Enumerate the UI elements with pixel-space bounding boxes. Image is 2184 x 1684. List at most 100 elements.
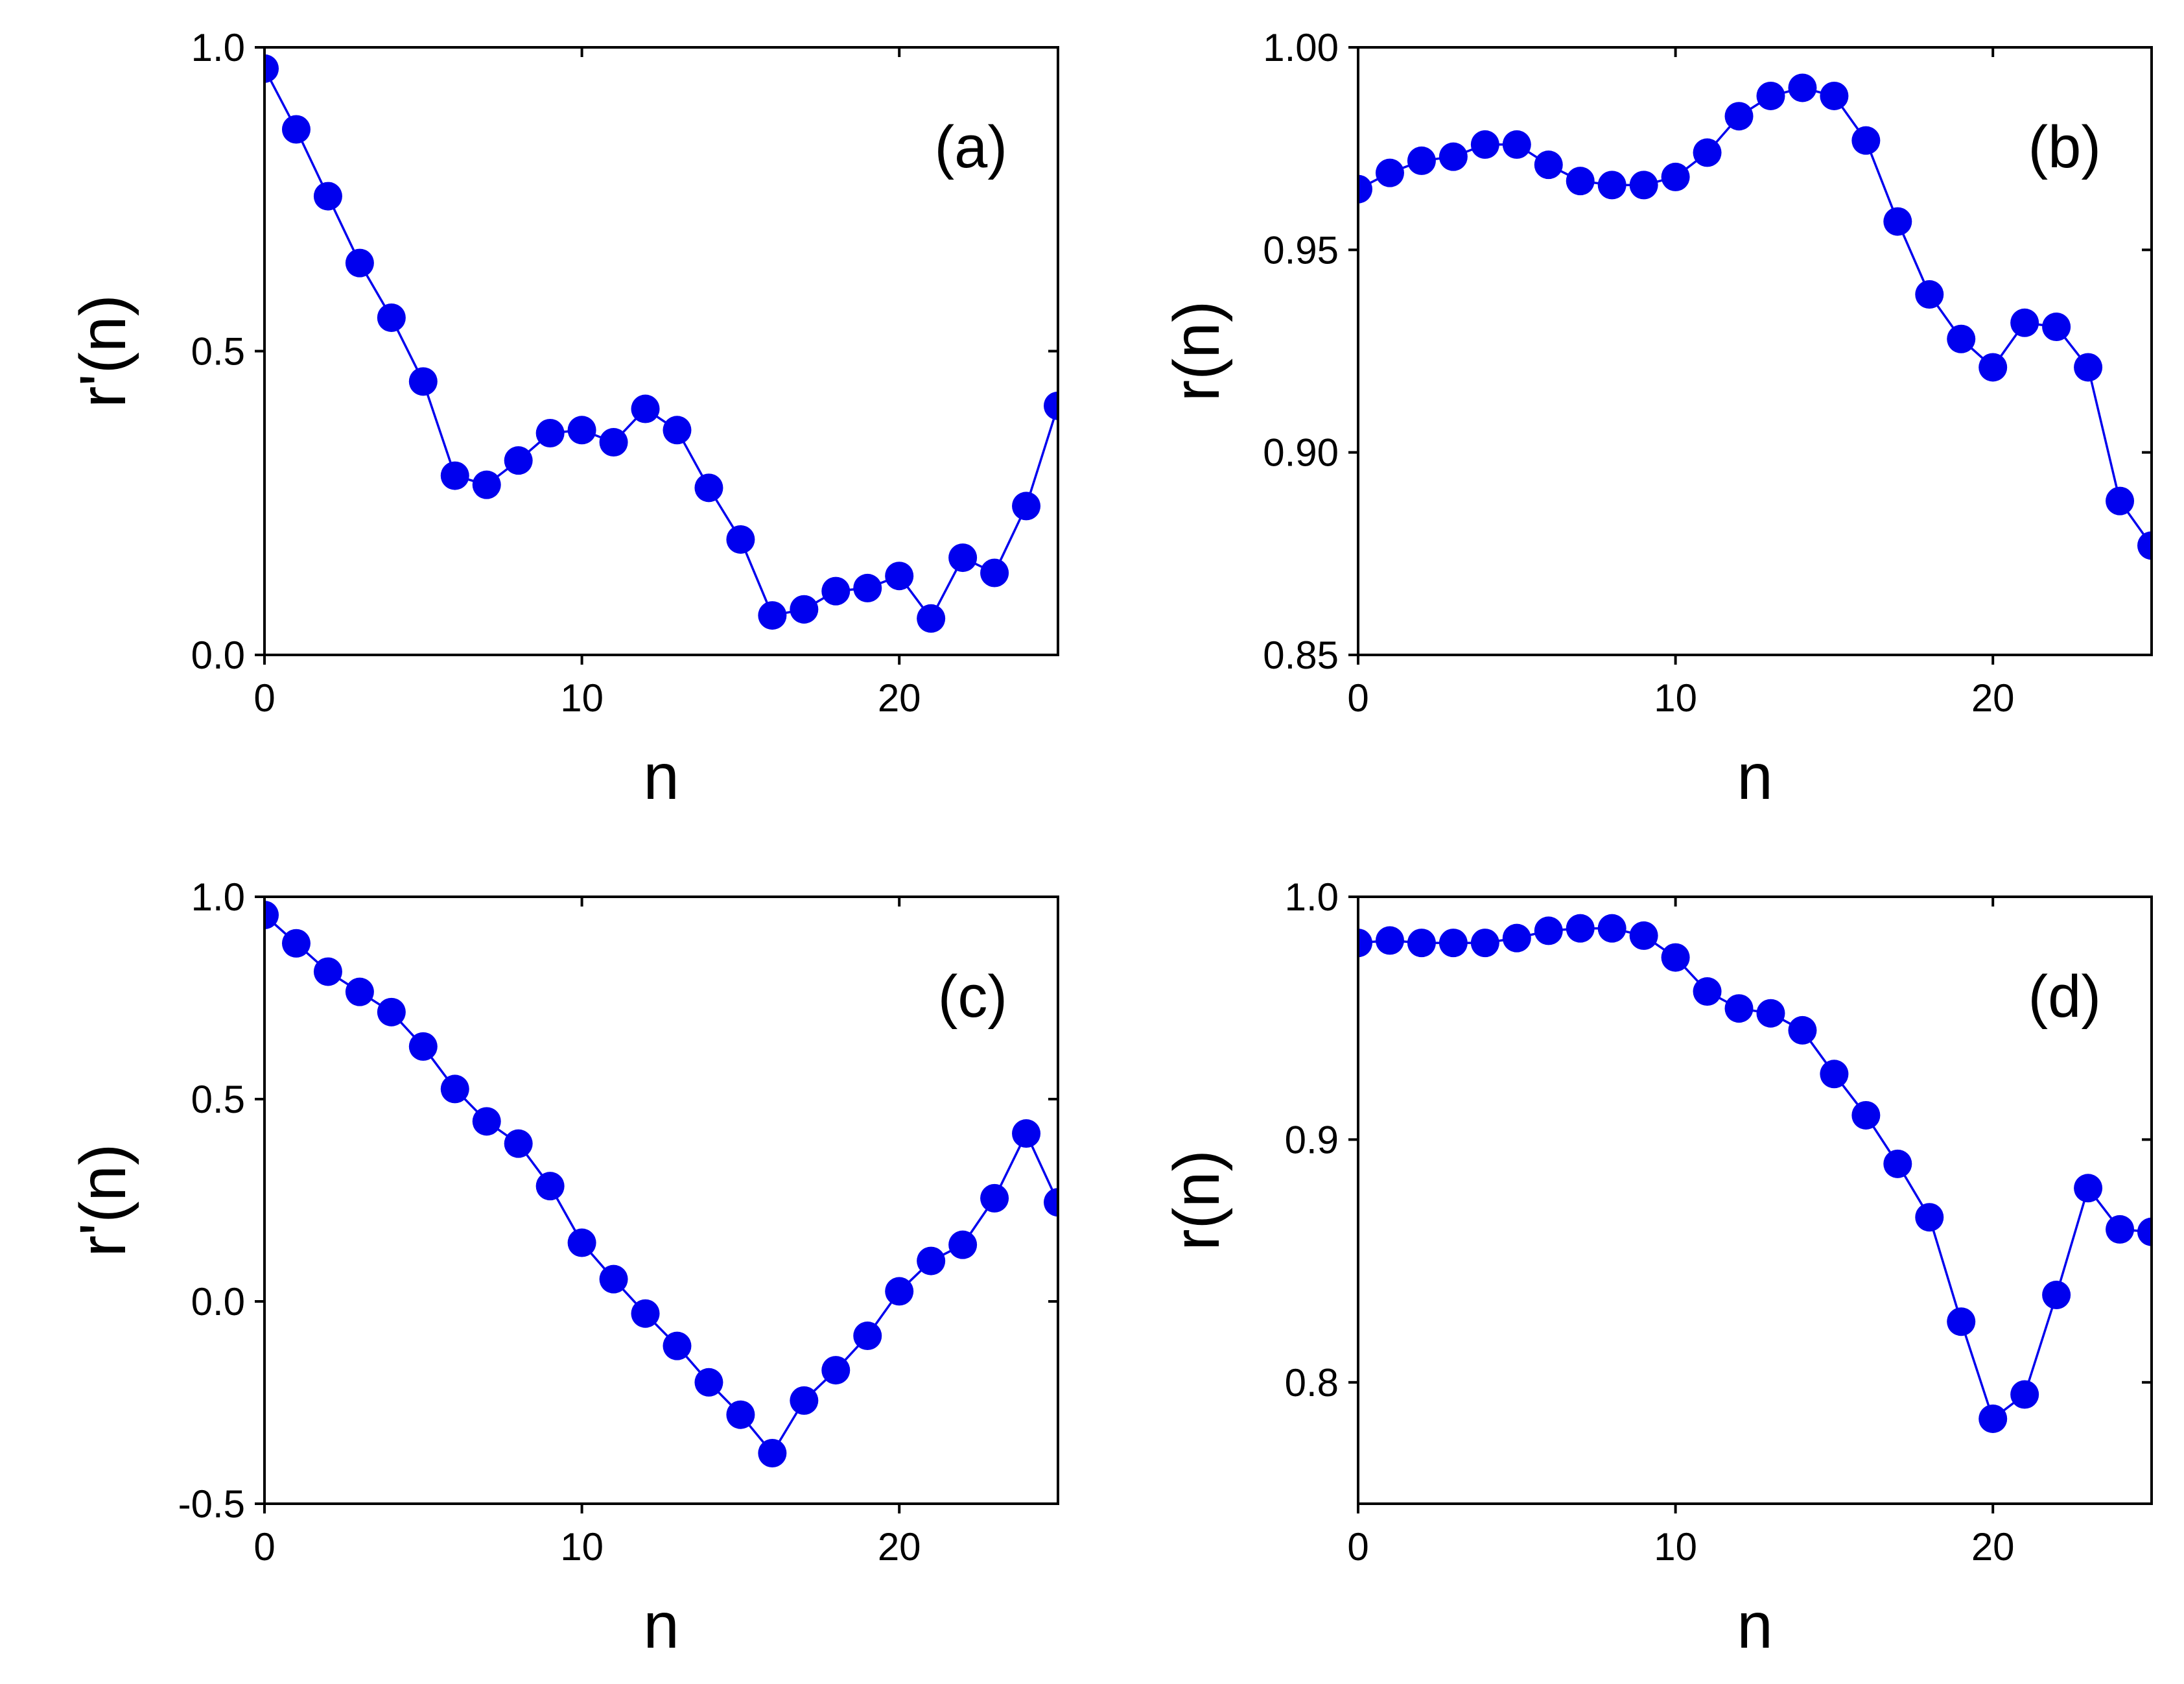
data-point xyxy=(345,977,374,1006)
data-point xyxy=(345,248,374,278)
data-point xyxy=(1883,1149,1912,1178)
x-tick-label: 20 xyxy=(1971,1525,2015,1569)
data-point xyxy=(1566,914,1595,943)
plot-area xyxy=(264,54,1058,633)
data-point xyxy=(1724,994,1754,1023)
data-point xyxy=(1044,1188,1058,1217)
data-point xyxy=(663,416,692,445)
y-tick-label: 0.90 xyxy=(1263,431,1339,475)
y-tick-label: 0.95 xyxy=(1263,228,1339,272)
x-tick-label: 10 xyxy=(1654,1525,1697,1569)
data-point xyxy=(2137,531,2152,560)
x-tick-label: 20 xyxy=(878,676,921,720)
data-point xyxy=(535,418,565,447)
data-point xyxy=(1661,943,1690,972)
data-point xyxy=(440,1074,469,1104)
data-point xyxy=(535,1172,565,1201)
data-point xyxy=(599,428,628,457)
data-point xyxy=(264,901,279,930)
data-point xyxy=(1820,81,1849,110)
x-axis-label: n xyxy=(1737,1589,1773,1662)
data-point xyxy=(1566,167,1595,196)
data-point xyxy=(980,1183,1009,1213)
data-point xyxy=(1979,353,2008,382)
panel-tag: (a) xyxy=(935,114,1007,180)
data-point xyxy=(948,1230,978,1259)
y-tick-label: 1.0 xyxy=(1285,875,1339,919)
data-point xyxy=(377,303,406,332)
data-point xyxy=(726,525,755,554)
data-point xyxy=(1629,921,1658,950)
plot-frame xyxy=(1357,895,2153,1505)
data-point xyxy=(1502,130,1531,159)
x-tick-label: 10 xyxy=(1654,676,1697,720)
x-tick-label: 0 xyxy=(1347,676,1368,720)
data-point xyxy=(1693,138,1722,167)
y-axis-label: r'(n) xyxy=(67,294,139,408)
data-point xyxy=(599,1264,628,1294)
data-point xyxy=(1883,207,1912,236)
x-tick-label: 10 xyxy=(560,676,604,720)
data-point xyxy=(1756,999,1785,1028)
y-tick-label: 1.0 xyxy=(191,26,245,69)
data-point xyxy=(567,416,596,445)
y-axis-label: r(n) xyxy=(1160,1150,1233,1251)
data-point xyxy=(281,929,311,958)
data-point xyxy=(281,115,311,144)
panel-c: 0 10 20 -0.5 0.0 0.5 1.0 n r'(n) (c) xyxy=(67,875,1059,1662)
data-point xyxy=(885,1277,914,1306)
data-point xyxy=(1044,391,1058,420)
x-tick-label: 20 xyxy=(878,1525,921,1569)
panel-d: 0 10 20 0.8 0.9 1.0 n r(n) (d) xyxy=(1160,875,2153,1662)
plot-area xyxy=(264,901,1058,1467)
panel-a: 0 10 20 0.0 0.5 1.0 n r'(n) (a) xyxy=(67,26,1059,813)
x-tick-label: 10 xyxy=(560,1525,604,1569)
data-point xyxy=(1947,1307,1976,1336)
data-point xyxy=(1375,926,1404,955)
x-tick-label: 0 xyxy=(1347,1525,1368,1569)
data-point xyxy=(1358,174,1372,204)
data-point xyxy=(1820,1060,1849,1089)
x-axis-label: n xyxy=(643,741,679,813)
data-point xyxy=(1438,142,1468,171)
data-point xyxy=(1788,73,1817,102)
plot-frame xyxy=(263,895,1059,1505)
data-point xyxy=(2106,486,2135,516)
data-point xyxy=(1012,1119,1041,1148)
data-point xyxy=(917,604,946,633)
data-point xyxy=(694,473,723,503)
data-point xyxy=(1724,102,1754,131)
data-point xyxy=(1358,929,1372,958)
data-point xyxy=(2074,353,2103,382)
data-point xyxy=(853,573,882,602)
data-point xyxy=(917,1246,946,1275)
data-point xyxy=(631,394,660,423)
data-point xyxy=(1693,977,1722,1006)
data-point xyxy=(631,1299,660,1328)
data-point xyxy=(1375,158,1404,187)
data-point xyxy=(1915,280,1944,309)
data-point xyxy=(440,461,469,490)
data-point xyxy=(2074,1174,2103,1203)
data-point xyxy=(377,997,406,1026)
plot-area xyxy=(1358,73,2152,560)
data-point xyxy=(758,1439,787,1467)
data-point xyxy=(885,562,914,591)
data-point xyxy=(1597,914,1626,943)
data-point xyxy=(1502,923,1531,953)
data-point xyxy=(1756,81,1785,110)
panel-tag: (c) xyxy=(938,964,1007,1030)
data-point xyxy=(472,470,501,499)
panel-tag: (b) xyxy=(2028,114,2101,180)
data-point xyxy=(1597,171,1626,200)
data-point xyxy=(1470,929,1499,958)
data-point xyxy=(980,558,1009,587)
y-tick-label: 0.85 xyxy=(1263,634,1339,677)
y-tick-label: 0.5 xyxy=(191,330,245,374)
data-point xyxy=(726,1400,755,1429)
y-tick-label: 1.00 xyxy=(1263,26,1339,69)
x-tick-label: 20 xyxy=(1971,676,2015,720)
data-point xyxy=(504,446,533,475)
data-point xyxy=(1407,146,1436,175)
